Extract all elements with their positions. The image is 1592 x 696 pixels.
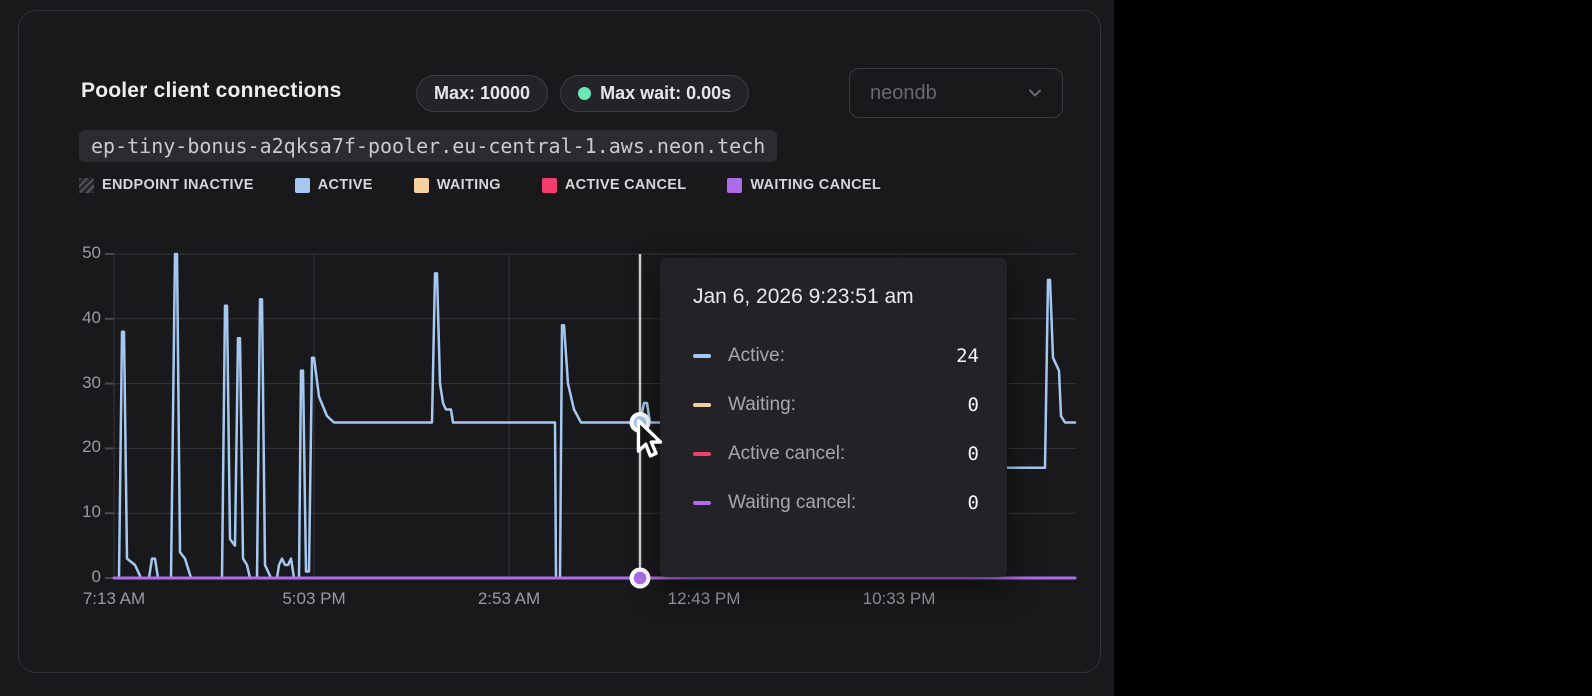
y-axis-tick-label: 40 [82,307,101,327]
y-axis-tick-label: 10 [82,502,101,522]
tooltip-row-label: Active: [728,345,786,366]
badge-label: Max: 10000 [434,83,531,103]
legend-item-waiting[interactable]: WAITING [413,177,501,193]
legend-swatch-icon [727,177,743,193]
tooltip-row-label: Waiting: [728,394,796,415]
tooltip-row-value: 0 [967,492,979,514]
legend-item-endpoint-inactive[interactable]: ENDPOINT INACTIVE [79,177,254,193]
legend-swatch-icon [79,177,94,193]
app-background: Pooler client connections Max: 10000 Max … [0,0,1114,696]
badge-max-wait: Max wait: 0.00s [560,75,750,112]
series-line-active [112,252,1077,580]
tooltip-timestamp: Jan 6, 2026 9:23:51 am [693,285,914,308]
tooltip-row-waiting-cancel-: Waiting cancel: 0 [693,492,979,514]
series-dash-icon [693,403,711,407]
legend-label: ACTIVE [317,177,373,193]
legend-item-active[interactable]: ACTIVE [294,177,373,193]
series-dash-icon [693,452,711,456]
tooltip-row-active-cancel-: Active cancel: 0 [693,443,979,465]
series-dash-icon [693,354,711,358]
tooltip-rows: Active: 24 Waiting: 0 Active cancel: 0 Waiting… [693,345,979,514]
x-axis-tick-label: 10:33 PM [862,589,936,608]
tooltip-row-value: 24 [956,345,979,367]
legend-item-waiting-cancel[interactable]: WAITING CANCEL [727,177,881,193]
chart-legend: ENDPOINT INACTIVE ACTIVE WAITING ACTIVE CAN… [79,177,881,193]
legend-label: WAITING CANCEL [750,177,882,193]
y-axis-tick-label: 50 [82,243,101,262]
y-axis-tick-label: 20 [82,437,101,457]
mouse-cursor-icon [636,419,663,458]
badges-row: Max: 10000 Max wait: 0.00s [416,75,750,112]
legend-swatch-icon [294,177,310,193]
series-dash-icon [693,501,711,505]
pooler-hostname-chip: ep-tiny-bonus-a2qksa7f-pooler.eu-central… [79,130,778,162]
x-axis-tick-label: 7:13 AM [82,589,146,608]
x-axis-tick-label: 5:03 PM [282,589,346,608]
legend-swatch-icon [413,177,429,193]
y-axis-tick-label: 30 [82,372,101,392]
database-select-value: neondb [870,81,937,104]
legend-swatch-icon [541,177,557,193]
badge-max: Max: 10000 [416,75,549,112]
page-title: Pooler client connections [81,79,342,102]
legend-label: ENDPOINT INACTIVE [102,177,254,193]
x-axis-tick-label: 2:53 AM [477,589,541,608]
legend-item-active-cancel[interactable]: ACTIVE CANCEL [541,177,687,193]
legend-label: ACTIVE CANCEL [564,177,687,193]
database-select[interactable]: neondb [849,68,1063,118]
y-axis-tick-label: 0 [91,567,101,586]
hover-marker-dot-waiting-cancel [633,571,647,585]
x-axis-tick-label: 12:43 PM [667,589,741,608]
tooltip-row-value: 0 [967,394,979,416]
tooltip-row-value: 0 [967,443,979,465]
tooltip-row-label: Waiting cancel: [728,492,857,513]
tooltip-row-active-: Active: 24 [693,345,979,367]
pooler-connections-card: Pooler client connections Max: 10000 Max … [18,10,1101,673]
status-dot-icon [578,87,592,100]
badge-label: Max wait: 0.00s [600,83,732,103]
tooltip-row-label: Active cancel: [728,443,846,464]
legend-label: WAITING [436,177,501,193]
chevron-down-icon [1029,89,1041,97]
connections-line-chart[interactable] [105,252,1077,589]
tooltip-row-waiting-: Waiting: 0 [693,394,979,416]
chart-tooltip: Jan 6, 2026 9:23:51 am Active: 24 Waiting:… [660,258,1007,577]
